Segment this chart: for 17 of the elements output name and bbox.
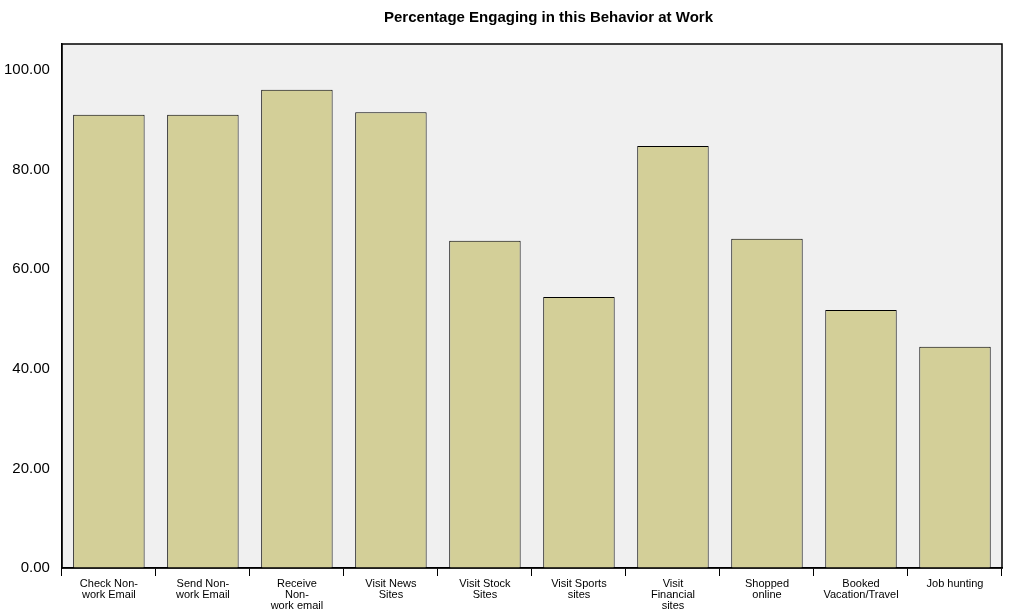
x-tick-label: Visit Sports sites <box>551 576 608 600</box>
x-tick-label: Booked Vacation/Travel <box>823 576 899 600</box>
y-tick-label: 40.00 <box>12 358 50 376</box>
x-tick-label: Job hunting <box>926 576 984 589</box>
x-tick-label: Send Non-work Email <box>175 576 230 600</box>
chart-title: Percentage Engaging in this Behavior at Work <box>383 8 714 25</box>
x-tick-label: Shopped online <box>744 576 789 600</box>
y-tick-label: 80.00 <box>12 159 50 177</box>
y-tick-label: 20.00 <box>12 458 50 476</box>
x-tick-label: Visit News Sites <box>365 576 417 600</box>
x-tick-label: Check Non-work Email <box>79 576 139 600</box>
x-tick-label: Visit Stock Sites <box>459 576 511 600</box>
y-tick-label: 100.00 <box>3 60 50 78</box>
y-tick-label: 0.00 <box>20 558 50 576</box>
x-tick-label: Receive Non-work email <box>269 576 324 611</box>
y-tick-label: 60.00 <box>12 259 50 277</box>
x-tick-label: Visit Financial sites <box>650 576 695 611</box>
